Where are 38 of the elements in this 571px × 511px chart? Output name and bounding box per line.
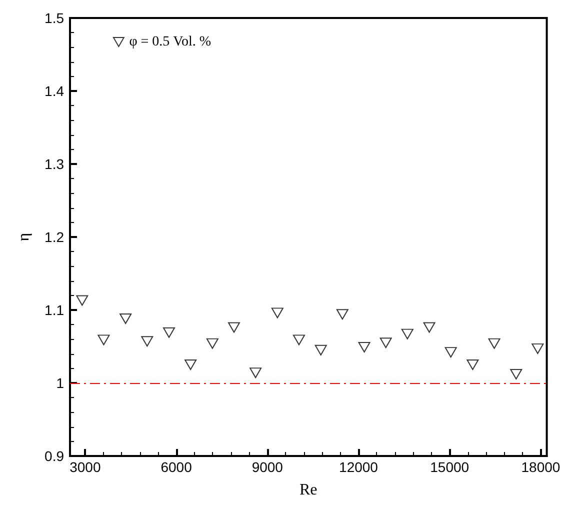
y-tick-label: 1 (56, 375, 64, 391)
y-tick-label: 1.2 (44, 229, 64, 245)
y-tick-label: 1.1 (44, 302, 64, 318)
point (532, 343, 544, 354)
x-tick-label: 9000 (252, 459, 284, 475)
point (358, 342, 370, 352)
y-tick-label: 1.5 (44, 10, 64, 26)
point (228, 322, 240, 333)
point (488, 338, 500, 349)
point (76, 295, 88, 306)
point (380, 338, 392, 348)
point (336, 309, 348, 320)
y-tick-label: 1.3 (44, 156, 64, 172)
point (141, 336, 154, 347)
point (271, 308, 284, 318)
y-tick-label: 1.4 (44, 83, 64, 99)
point (510, 368, 522, 380)
point (466, 360, 479, 370)
point (163, 327, 176, 338)
x-axis-title: Re (300, 482, 318, 498)
point (206, 338, 218, 349)
y-tick-label: 0.9 (44, 448, 64, 464)
point (423, 322, 436, 333)
x-tick-label: 15000 (430, 459, 470, 475)
point (292, 334, 305, 346)
point (250, 368, 262, 378)
point (444, 347, 457, 358)
y-axis-title: η (16, 232, 32, 242)
x-tick-label: 18000 (521, 459, 560, 475)
x-tick-label: 6000 (160, 459, 192, 475)
x-tick-label: 3000 (70, 459, 101, 475)
x-tick-label: 12000 (339, 459, 378, 475)
point (184, 360, 197, 370)
legend-label: φ = 0.5 Vol. % (129, 34, 212, 50)
point (314, 344, 327, 356)
point (98, 334, 110, 346)
point (401, 328, 414, 340)
point (120, 314, 132, 324)
